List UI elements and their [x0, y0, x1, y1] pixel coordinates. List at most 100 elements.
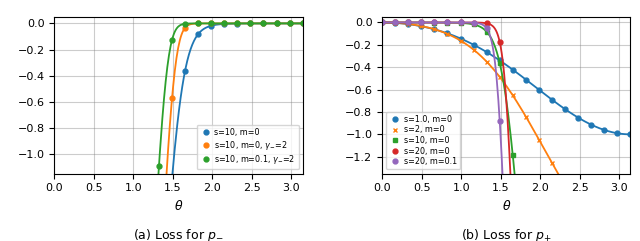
s=2, m=0	[535, 138, 543, 141]
s=20, m=0.1	[470, 21, 477, 24]
s=10, m=0.1, $\gamma_{-}$=2	[168, 39, 176, 41]
s=10, m=0.1, $\gamma_{-}$=2	[234, 22, 241, 25]
s=20, m=0.1	[444, 21, 451, 24]
s=20, m=0.1	[483, 27, 490, 30]
s=10, m=0, $\gamma_{-}$=2	[260, 22, 268, 25]
s=2, m=0	[470, 48, 477, 51]
s=10, m=0	[168, 177, 176, 180]
s=1.0, m=0	[600, 128, 608, 131]
s=10, m=0	[286, 22, 294, 25]
s=20, m=0.1	[391, 21, 399, 24]
s=10, m=0	[299, 22, 307, 25]
s=10, m=0	[391, 21, 399, 24]
s=1.0, m=0	[588, 123, 595, 126]
s=2, m=0	[509, 94, 516, 97]
s=1.0, m=0	[391, 21, 399, 24]
s=10, m=0	[444, 21, 451, 24]
Title: (b) Loss for $p_{+}$: (b) Loss for $p_{+}$	[461, 227, 552, 241]
s=10, m=0	[470, 23, 477, 26]
s=1.0, m=0	[483, 51, 490, 54]
s=10, m=0	[207, 24, 215, 27]
s=10, m=0	[431, 21, 438, 24]
s=2, m=0	[496, 75, 504, 78]
s=20, m=0	[404, 21, 412, 24]
s=2, m=0	[391, 21, 399, 24]
s=1.0, m=0	[574, 116, 582, 119]
s=2, m=0	[548, 161, 556, 164]
s=10, m=0, $\gamma_{-}$=2	[246, 22, 254, 25]
s=20, m=0.1	[496, 120, 504, 123]
Legend: s=10, m=0, s=10, m=0, $\gamma_{-}$=2, s=10, m=0.1, $\gamma_{-}$=2: s=10, m=0, s=10, m=0, $\gamma_{-}$=2, s=…	[196, 125, 299, 169]
s=1.0, m=0	[417, 25, 425, 28]
s=10, m=0	[417, 21, 425, 24]
s=10, m=0, $\gamma_{-}$=2	[286, 22, 294, 25]
s=20, m=0.1	[417, 21, 425, 24]
s=2, m=0	[600, 234, 608, 237]
s=2, m=0	[483, 60, 490, 63]
s=1.0, m=0	[509, 68, 516, 71]
s=10, m=0	[378, 21, 386, 24]
s=20, m=0	[457, 21, 465, 24]
s=10, m=0, $\gamma_{-}$=2	[220, 22, 228, 25]
s=2, m=0	[457, 39, 465, 42]
s=20, m=0	[444, 21, 451, 24]
s=10, m=0.1, $\gamma_{-}$=2	[246, 22, 254, 25]
s=20, m=0	[470, 21, 477, 24]
s=10, m=0, $\gamma_{-}$=2	[234, 22, 241, 25]
s=20, m=0	[496, 41, 504, 44]
s=10, m=0	[195, 33, 202, 36]
s=2, m=0	[561, 184, 569, 187]
s=1.0, m=0	[496, 59, 504, 62]
s=20, m=0	[509, 225, 516, 228]
s=1.0, m=0	[431, 28, 438, 31]
s=1.0, m=0	[627, 133, 634, 136]
Line: s=10, m=0.1, $\gamma_{-}$=2: s=10, m=0.1, $\gamma_{-}$=2	[52, 21, 305, 241]
Line: s=10, m=0: s=10, m=0	[380, 20, 633, 241]
s=10, m=0	[181, 69, 189, 72]
s=2, m=0	[522, 115, 530, 118]
s=10, m=0.1, $\gamma_{-}$=2	[181, 22, 189, 25]
s=10, m=0, $\gamma_{-}$=2	[195, 22, 202, 25]
s=1.0, m=0	[522, 78, 530, 81]
s=10, m=0.1, $\gamma_{-}$=2	[260, 22, 268, 25]
s=10, m=0.1, $\gamma_{-}$=2	[286, 22, 294, 25]
s=20, m=0	[483, 22, 490, 25]
s=2, m=0	[417, 25, 425, 27]
s=10, m=0.1, $\gamma_{-}$=2	[299, 22, 307, 25]
s=10, m=0	[234, 22, 241, 25]
Line: s=2, m=0: s=2, m=0	[380, 20, 633, 241]
s=1.0, m=0	[614, 132, 621, 135]
s=10, m=0, $\gamma_{-}$=2	[299, 22, 307, 25]
s=20, m=0.1	[431, 21, 438, 24]
s=20, m=0	[378, 21, 386, 24]
s=10, m=0, $\gamma_{-}$=2	[181, 26, 189, 29]
s=10, m=0.1, $\gamma_{-}$=2	[273, 22, 280, 25]
Line: s=1.0, m=0: s=1.0, m=0	[380, 20, 633, 137]
s=1.0, m=0	[404, 23, 412, 26]
s=2, m=0	[404, 23, 412, 26]
X-axis label: $\theta$: $\theta$	[174, 199, 183, 213]
s=20, m=0.1	[404, 21, 412, 24]
Line: s=10, m=0, $\gamma_{-}$=2: s=10, m=0, $\gamma_{-}$=2	[52, 21, 305, 241]
Line: s=20, m=0.1: s=20, m=0.1	[380, 20, 633, 241]
s=2, m=0	[444, 33, 451, 35]
s=10, m=0, $\gamma_{-}$=2	[273, 22, 280, 25]
s=1.0, m=0	[378, 21, 386, 24]
s=1.0, m=0	[457, 37, 465, 40]
s=1.0, m=0	[444, 32, 451, 35]
s=10, m=0.1, $\gamma_{-}$=2	[207, 22, 215, 25]
X-axis label: $\theta$: $\theta$	[502, 199, 511, 213]
s=1.0, m=0	[561, 108, 569, 111]
Line: s=20, m=0: s=20, m=0	[380, 20, 633, 241]
s=10, m=0	[246, 22, 254, 25]
s=1.0, m=0	[548, 98, 556, 101]
Line: s=10, m=0: s=10, m=0	[52, 21, 305, 241]
Legend: s=1.0, m=0, s=2, m=0, s=10, m=0, s=20, m=0, s=20, m=0.1: s=1.0, m=0, s=2, m=0, s=10, m=0, s=20, m…	[386, 112, 460, 169]
Title: (a) Loss for $p_{-}$: (a) Loss for $p_{-}$	[133, 227, 224, 241]
s=20, m=0	[391, 21, 399, 24]
s=10, m=0	[220, 22, 228, 25]
s=10, m=0	[273, 22, 280, 25]
s=1.0, m=0	[535, 88, 543, 91]
s=10, m=0.1, $\gamma_{-}$=2	[195, 22, 202, 25]
s=10, m=0	[496, 62, 504, 65]
